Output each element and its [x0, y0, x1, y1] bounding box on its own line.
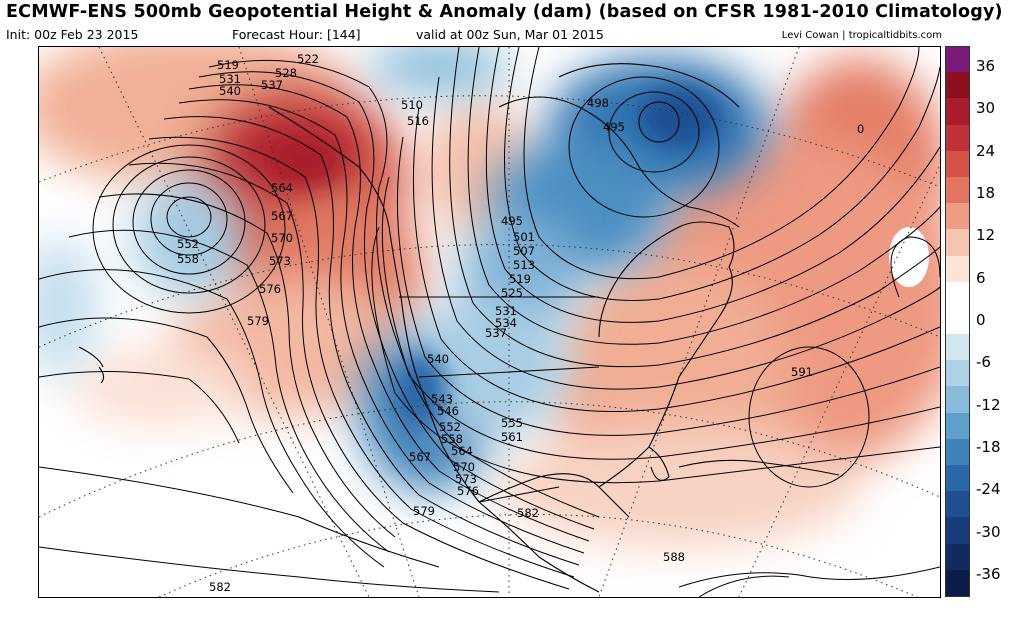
contour-label: 573: [269, 254, 291, 268]
colorbar-segment: [945, 360, 969, 387]
contour-label: 591: [791, 365, 813, 379]
colorbar-tick-label: -12: [976, 395, 1001, 414]
colorbar-segment: [945, 72, 969, 99]
contour-label: 498: [587, 96, 609, 110]
contour-label: 534: [495, 316, 517, 330]
contour-label: 579: [413, 504, 435, 518]
colorbar-segment: [945, 203, 969, 230]
contour-label: 576: [259, 282, 281, 296]
contour-label: 501: [513, 230, 535, 244]
colorbar-tick-label: 36: [976, 57, 996, 76]
colorbar-tick-label: -36: [976, 564, 1001, 583]
contour-label: 582: [209, 580, 231, 594]
colorbar-segment: [945, 46, 969, 73]
colorbar-segment: [945, 412, 969, 440]
colorbar-segment: [945, 438, 969, 466]
contour-label: 552: [439, 420, 461, 434]
contour-label: 513: [513, 258, 535, 272]
height-contours: [39, 47, 940, 597]
colorbar-segment: [945, 255, 969, 283]
contour-label: 543: [431, 392, 453, 406]
contour-label: 516: [407, 114, 429, 128]
contour-label: 0: [857, 122, 864, 136]
colorbar-segment: [945, 569, 969, 597]
chart-title: ECMWF-ENS 500mb Geopotential Height & An…: [6, 2, 1003, 22]
atlantic-neutral-area: [889, 227, 929, 287]
graticule: [39, 47, 940, 597]
colorbar-segment: [945, 491, 969, 518]
contour-label: 540: [427, 352, 449, 366]
contour-label: 579: [247, 314, 269, 328]
contour-label: 567: [271, 209, 293, 223]
valid-time: valid at 00z Sun, Mar 01 2015: [416, 27, 604, 42]
colorbar-tick-label: 0: [976, 311, 986, 329]
colorbar-tick-label: -6: [976, 353, 991, 372]
colorbar-segment: [945, 334, 969, 361]
contour-label: 495: [501, 214, 523, 228]
contour-label: 573: [455, 472, 477, 486]
contour-label: 552: [177, 237, 199, 251]
contour-label: 537: [261, 78, 283, 92]
contour-label: 546: [437, 404, 459, 418]
contour-label: 558: [441, 432, 463, 446]
contour-label: 564: [271, 181, 293, 195]
colorbar-segment: [945, 150, 969, 178]
contour-label: 588: [663, 550, 685, 564]
contour-label: 495: [603, 120, 625, 134]
contour-label: 528: [275, 66, 297, 80]
colorbar-tick-label: -24: [976, 480, 1001, 499]
colorbar-segment: [945, 176, 969, 204]
colorbar-tick-label: 24: [976, 141, 996, 160]
forecast-hour: Forecast Hour: [144]: [232, 27, 361, 42]
colorbar-segment: [945, 229, 969, 257]
colorbar-segment: [945, 307, 969, 335]
contour-label: 570: [453, 460, 475, 474]
colorbar-segment: [945, 98, 969, 126]
colorbar-segment: [945, 543, 969, 571]
contour-label: 582: [517, 506, 539, 520]
contour-label: 519: [509, 272, 531, 286]
contour-label: 537: [485, 326, 507, 340]
contour-label: 510: [401, 98, 423, 112]
colorbar-segment: [945, 517, 969, 545]
init-time: Init: 00z Feb 23 2015: [6, 27, 139, 42]
map-panel: 519 522 528 531 537 540 510 516 498 495 …: [38, 46, 941, 598]
colorbar-tick-label: 6: [976, 268, 986, 287]
contour-label: 570: [271, 231, 293, 245]
map-svg: 519 522 528 531 537 540 510 516 498 495 …: [39, 47, 940, 597]
contour-label: 561: [501, 430, 523, 444]
colorbar-segment: [945, 281, 969, 309]
contour-label: 555: [501, 416, 523, 430]
contour-label: 567: [409, 450, 431, 464]
colorbar-tick-label: 30: [976, 99, 996, 118]
colorbar-segment: [945, 124, 969, 152]
contour-label: 507: [513, 244, 535, 258]
credit-line: Levi Cowan | tropicaltidbits.com: [781, 30, 942, 41]
contour-labels: 519 522 528 531 537 540 510 516 498 495 …: [177, 52, 864, 594]
colorbar-segment: [945, 386, 969, 414]
colorbar-tick-label: -18: [976, 437, 1001, 456]
coastlines: [78, 63, 840, 593]
contour-label: 522: [297, 52, 319, 66]
contour-label: 525: [501, 286, 523, 300]
colorbar-tick-label: 12: [976, 226, 996, 245]
colorbar-tick-label: -30: [976, 522, 1001, 541]
contour-label: 531: [219, 72, 241, 86]
contour-label: 531: [495, 304, 517, 318]
colorbar-segment: [945, 465, 969, 492]
contour-label: 564: [451, 444, 473, 458]
contour-label: 558: [177, 252, 199, 266]
contour-label: 519: [217, 58, 239, 72]
contour-label: 576: [457, 484, 479, 498]
contour-label: 540: [219, 84, 241, 98]
colorbar: [945, 46, 969, 597]
colorbar-tick-label: 18: [976, 184, 996, 203]
